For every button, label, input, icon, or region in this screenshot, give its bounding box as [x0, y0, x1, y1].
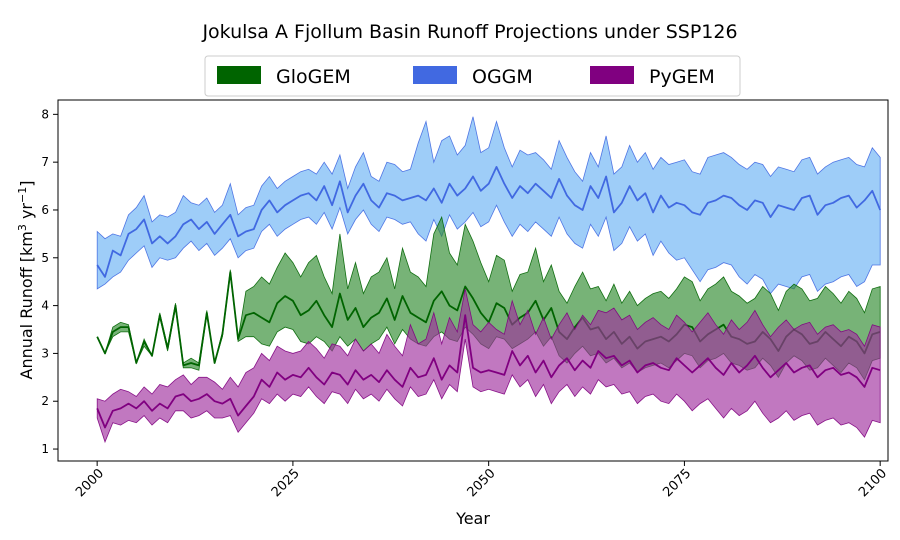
y-tick-label: 6	[41, 203, 49, 217]
x-tick-label: 2075	[660, 466, 694, 500]
band-oggm	[96, 116, 881, 295]
legend-label-glogem: GloGEM	[276, 66, 351, 88]
legend-swatch-oggm	[413, 66, 457, 84]
y-tick-label: 2	[41, 394, 49, 408]
y-tick-label: 8	[41, 107, 49, 121]
y-tick-label: 7	[41, 155, 49, 169]
band-pygem	[96, 288, 881, 444]
y-tick-label: 3	[41, 346, 49, 360]
y-axis-label: Annual Runoff [km3 yr−1]	[16, 181, 36, 380]
x-tick-label: 2025	[269, 466, 303, 500]
legend-swatch-pygem	[590, 66, 634, 84]
x-axis-label: Year	[455, 509, 490, 528]
legend-label-pygem: PyGEM	[649, 66, 715, 88]
line-pygem	[96, 314, 881, 429]
plot-frame	[57, 99, 889, 462]
x-tick-label: 2050	[465, 466, 499, 500]
y-tick-label: 4	[41, 299, 49, 313]
legend-label-oggm: OGGM	[472, 66, 533, 88]
y-tick-label: 5	[41, 251, 49, 265]
legend-swatch-glogem	[217, 66, 261, 84]
y-tick-label: 1	[41, 442, 49, 456]
legend: GloGEM OGGM PyGEM	[204, 55, 741, 97]
line-oggm	[96, 165, 882, 278]
x-tick-label: 2100	[856, 466, 890, 500]
x-tick-label: 2000	[73, 466, 107, 500]
chart-title: Jokulsa A Fjollum Basin Runoff Projectio…	[201, 21, 737, 43]
